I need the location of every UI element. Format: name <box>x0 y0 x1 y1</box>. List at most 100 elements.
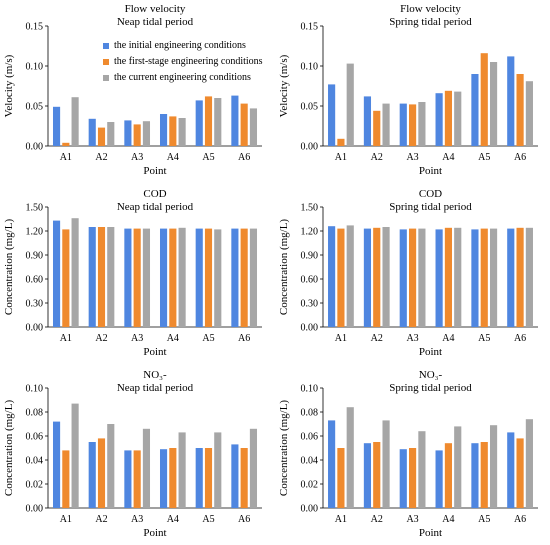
bar-first-stage-a3 <box>133 228 141 327</box>
x-tick-label: A2 <box>95 333 107 344</box>
legend-label-initial: the initial engineering conditions <box>114 40 246 51</box>
bar-initial-a2 <box>88 227 96 327</box>
chart-title: COD <box>419 188 442 200</box>
x-tick-label: A5 <box>478 333 490 344</box>
bar-first-stage-a1 <box>62 450 70 508</box>
bar-initial-a1 <box>52 421 61 508</box>
bar-first-stage-a5 <box>204 96 213 146</box>
x-tick-label: A3 <box>131 333 143 344</box>
x-tick-label: A1 <box>60 514 72 525</box>
bar-current-a5 <box>489 228 498 327</box>
y-tick-label: 0.06 <box>301 432 319 443</box>
x-tick-label: A3 <box>406 152 418 163</box>
x-tick-label: A4 <box>167 333 179 344</box>
y-tick-label: 0.00 <box>301 142 319 153</box>
bar-initial-a3 <box>399 229 407 327</box>
legend-swatch-first-stage <box>103 59 109 65</box>
y-tick-label: 0.00 <box>301 504 319 515</box>
bar-initial-a2 <box>88 118 96 146</box>
x-tick-label: A5 <box>202 514 214 525</box>
bar-first-stage-a6 <box>240 228 248 327</box>
bar-current-a3 <box>142 228 151 327</box>
bar-current-a2 <box>382 227 390 327</box>
y-tick-label: 0.60 <box>26 275 44 286</box>
bar-initial-a3 <box>124 450 132 508</box>
y-axis-label: Velocity (m/s) <box>3 54 15 117</box>
y-tick-label: 0.90 <box>301 251 319 262</box>
bar-initial-a5 <box>471 443 479 508</box>
bar-initial-a1 <box>328 226 336 327</box>
bar-current-a3 <box>418 102 426 146</box>
bar-current-a6 <box>525 81 533 146</box>
chart-title: NO₃- <box>143 369 167 381</box>
bar-initial-a5 <box>471 74 479 146</box>
x-tick-label: A2 <box>95 152 107 163</box>
legend: the initial engineering conditions the f… <box>103 38 263 86</box>
bar-first-stage-a3 <box>133 124 141 146</box>
y-tick-label: 0.05 <box>26 102 44 113</box>
bar-current-a1 <box>346 407 354 508</box>
bar-current-a6 <box>525 227 533 327</box>
bar-initial-a6 <box>231 444 239 508</box>
x-tick-label: A4 <box>167 514 179 525</box>
bar-current-a6 <box>249 108 258 146</box>
bar-first-stage-a4 <box>169 448 177 508</box>
y-tick-label: 0.04 <box>301 456 319 467</box>
bar-initial-a4 <box>435 450 443 508</box>
y-axis-label: Velocity (m/s) <box>278 54 290 117</box>
chart-subtitle: Spring tidal period <box>389 201 472 213</box>
y-tick-label: 0.08 <box>301 408 319 419</box>
bar-initial-a4 <box>159 114 168 146</box>
bar-current-a1 <box>71 218 79 327</box>
bar-initial-a3 <box>124 228 132 327</box>
chart-title: COD <box>143 188 166 200</box>
chart-subtitle: Spring tidal period <box>389 16 472 28</box>
bar-first-stage-a1 <box>62 229 70 327</box>
x-tick-label: A5 <box>478 152 490 163</box>
legend-item-initial: the initial engineering conditions <box>103 38 263 54</box>
x-tick-label: A3 <box>406 514 418 525</box>
x-tick-label: A4 <box>442 514 454 525</box>
bar-first-stage-a1 <box>337 138 345 146</box>
bar-initial-a2 <box>363 443 372 508</box>
x-axis-label: Point <box>143 346 166 358</box>
bar-initial-a4 <box>435 93 443 146</box>
legend-label-current: the current engineering conditions <box>114 72 251 83</box>
bar-current-a6 <box>525 419 533 508</box>
bar-initial-a3 <box>399 103 407 146</box>
x-axis-label: Point <box>419 527 442 539</box>
bar-current-a5 <box>489 425 498 508</box>
y-tick-label: 0.08 <box>26 408 44 419</box>
bar-current-a4 <box>178 432 186 508</box>
bar-first-stage-a4 <box>444 227 452 327</box>
y-axis-label: Concentration (mg/L) <box>278 219 290 316</box>
bar-first-stage-a6 <box>516 227 524 327</box>
x-tick-label: A5 <box>478 514 490 525</box>
bar-initial-a5 <box>471 229 479 327</box>
y-tick-label: 0.06 <box>26 432 44 443</box>
y-tick-label: 0.00 <box>26 504 44 515</box>
x-tick-label: A6 <box>238 514 250 525</box>
y-tick-label: 1.50 <box>301 203 319 214</box>
x-tick-label: A3 <box>131 514 143 525</box>
bar-first-stage-a5 <box>204 228 213 327</box>
x-tick-label: A2 <box>371 514 383 525</box>
x-tick-label: A5 <box>202 333 214 344</box>
bar-first-stage-a3 <box>409 104 417 146</box>
bar-current-a4 <box>178 118 186 146</box>
bar-current-a2 <box>382 420 390 508</box>
bar-first-stage-a3 <box>133 450 141 508</box>
bar-current-a1 <box>346 63 354 146</box>
bar-initial-a4 <box>159 449 168 508</box>
y-tick-label: 0.30 <box>301 299 319 310</box>
bar-first-stage-a2 <box>373 110 381 146</box>
y-tick-label: 0.30 <box>26 299 44 310</box>
chart-title: Flow velocity <box>400 3 461 15</box>
chart-subtitle: Neap tidal period <box>117 382 194 394</box>
bar-current-a4 <box>178 227 186 327</box>
x-tick-label: A4 <box>167 152 179 163</box>
bar-current-a2 <box>107 424 115 508</box>
x-tick-label: A6 <box>514 333 526 344</box>
x-axis-label: Point <box>419 346 442 358</box>
